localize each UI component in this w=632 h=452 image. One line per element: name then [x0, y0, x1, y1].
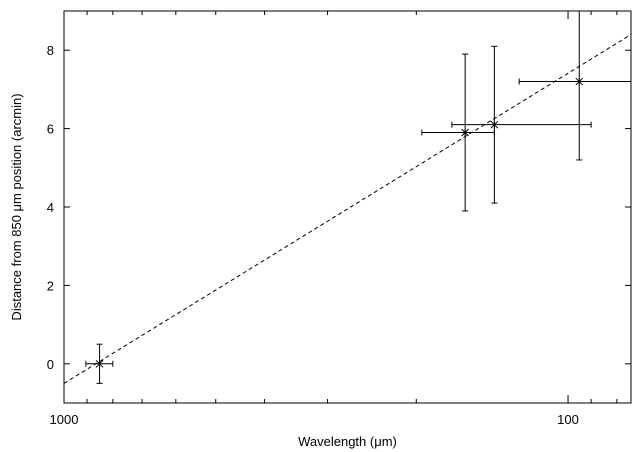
- plot-frame: [63, 10, 632, 404]
- y-tick-label: 2: [47, 278, 54, 293]
- fit-line: [63, 34, 632, 384]
- tick-marks: [63, 11, 631, 403]
- x-tick-label: 1000: [50, 412, 79, 427]
- tick-labels: 0 2 4 6 8 1000 100: [47, 43, 579, 427]
- y-axis-label: Distance from 850 μm position (arcmin): [9, 93, 24, 320]
- data-point: [421, 53, 495, 212]
- y-tick-label: 6: [47, 122, 54, 137]
- x-tick-label: 100: [557, 412, 579, 427]
- fit-line-group: [63, 34, 632, 384]
- data-point: [518, 10, 632, 161]
- y-tick-label: 0: [47, 357, 54, 372]
- y-tick-label: 4: [47, 200, 54, 215]
- data-point: [85, 343, 114, 384]
- data-point: [451, 45, 592, 204]
- y-tick-label: 8: [47, 43, 54, 58]
- data-points: [85, 10, 632, 384]
- x-axis-label: Wavelength (μm): [298, 434, 397, 449]
